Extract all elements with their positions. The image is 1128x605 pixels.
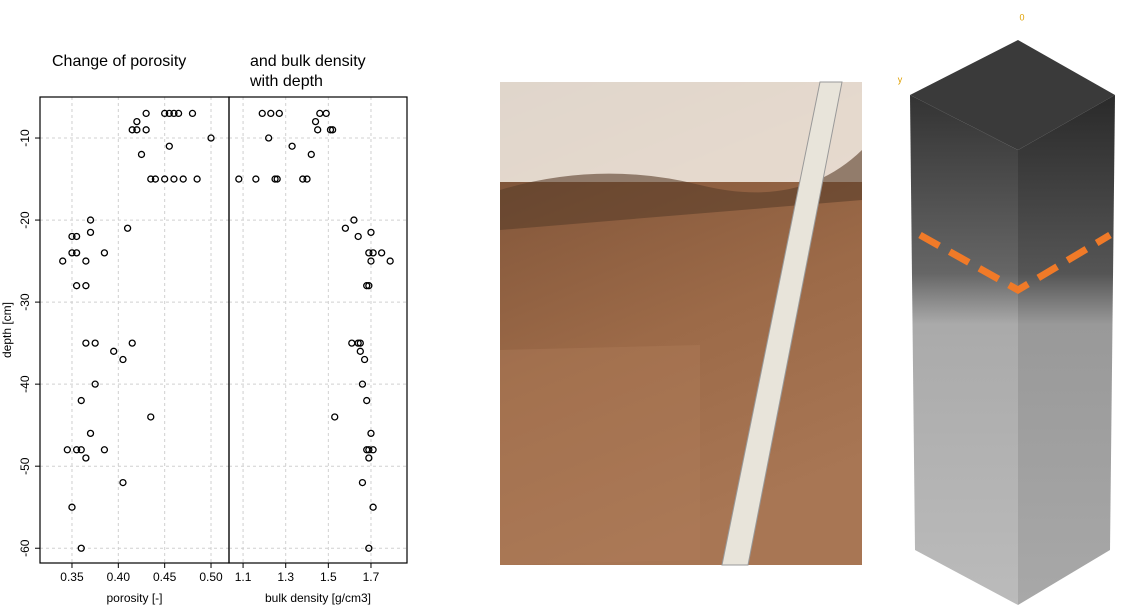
x-tick-label: 1.7 (363, 570, 380, 584)
point (387, 258, 393, 264)
point (143, 110, 149, 116)
point (259, 110, 265, 116)
point (101, 250, 107, 256)
x-tick-label: 1.1 (235, 570, 252, 584)
point (83, 258, 89, 264)
point (166, 143, 172, 149)
point (370, 447, 376, 453)
point (129, 340, 135, 346)
point (379, 250, 385, 256)
point (289, 143, 295, 149)
point (64, 447, 70, 453)
x-tick-label: 0.50 (199, 570, 223, 584)
point (83, 283, 89, 289)
x-axis-label: porosity [-] (106, 591, 162, 605)
figure: 0.35 0.40 0.45 0.50 -10 -20 -30 -40 -50 -60 porosi… (0, 0, 1128, 605)
point (268, 110, 274, 116)
point (148, 414, 154, 420)
point (88, 430, 94, 436)
point (364, 398, 370, 404)
point (88, 229, 94, 235)
point (120, 480, 126, 486)
x-tick-label: 0.40 (107, 570, 131, 584)
y-tick-label: -20 (18, 211, 32, 229)
point (308, 151, 314, 157)
point (180, 176, 186, 182)
point (253, 176, 259, 182)
point (317, 110, 323, 116)
point (74, 283, 80, 289)
point (101, 447, 107, 453)
point (370, 250, 376, 256)
point (355, 233, 361, 239)
point (357, 348, 363, 354)
point (60, 258, 66, 264)
x-axis-label: bulk density [g/cm3] (265, 591, 371, 605)
point (362, 357, 368, 363)
y-tick-label: -50 (18, 457, 32, 475)
point (171, 176, 177, 182)
point (313, 119, 319, 125)
chart: 0.35 0.40 0.45 0.50 -10 -20 -30 -40 -50 -60 porosi… (0, 0, 1128, 605)
point (92, 340, 98, 346)
chart-title: and bulk density with depth (250, 52, 385, 92)
point (276, 110, 282, 116)
chart-title: Change of porosity (52, 52, 232, 72)
point (134, 119, 140, 125)
y-tick-label: -30 (18, 293, 32, 311)
point (332, 414, 338, 420)
image-label: y (898, 74, 903, 84)
x-tick-label: 1.5 (320, 570, 337, 584)
x-tick-label: 0.35 (60, 570, 84, 584)
point (120, 357, 126, 363)
y-tick-label: -60 (18, 539, 32, 557)
image-label: 0 (1019, 12, 1024, 22)
point (78, 398, 84, 404)
x-tick-label: 0.45 (153, 570, 177, 584)
y-tick-label: -40 (18, 375, 32, 393)
point (83, 340, 89, 346)
point (194, 176, 200, 182)
point (359, 480, 365, 486)
plot-frame (40, 97, 229, 563)
point (323, 110, 329, 116)
point (143, 127, 149, 133)
point (304, 176, 310, 182)
point (138, 151, 144, 157)
ct-cube (910, 40, 1115, 605)
point (349, 340, 355, 346)
point (236, 176, 242, 182)
point (111, 348, 117, 354)
point (342, 225, 348, 231)
y-axis-label: depth [cm] (0, 302, 14, 358)
point (189, 110, 195, 116)
point (83, 455, 89, 461)
point (125, 225, 131, 231)
x-tick-label: 1.3 (277, 570, 294, 584)
y-tick-label: -10 (18, 129, 32, 147)
point (315, 127, 321, 133)
soil-photo (500, 82, 862, 565)
plot-frame (229, 97, 407, 563)
